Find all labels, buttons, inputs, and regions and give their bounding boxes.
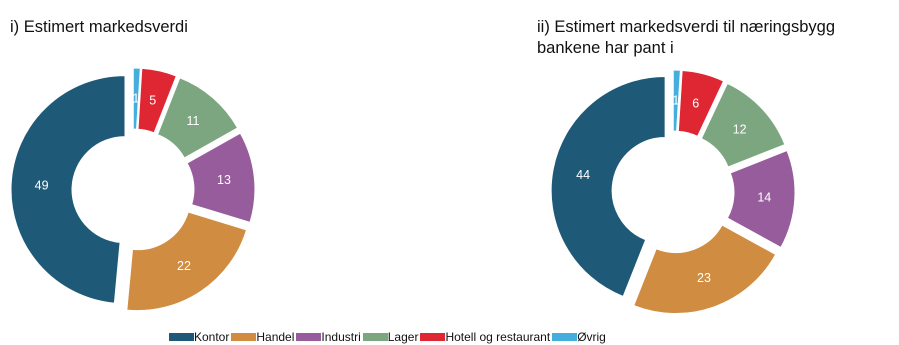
legend-item-handel: Handel xyxy=(231,330,294,344)
legend-label-industri: Industri xyxy=(321,330,361,344)
legend-label-handel: Handel xyxy=(256,330,295,344)
slice-handel xyxy=(126,211,248,312)
chart-title-naeringsbygg-pant: ii) Estimert markedsverdi til næringsbyg… xyxy=(537,18,836,57)
legend-label-kontor: Kontor xyxy=(194,330,230,344)
legend-item-lager: Lager xyxy=(362,330,419,344)
legend-item-kontor: Kontor xyxy=(169,330,229,344)
slice-label-handel: 22 xyxy=(177,259,191,273)
slice-ovrig xyxy=(672,69,681,132)
chart-title-estimert-markedsverdi: i) Estimert markedsverdi xyxy=(10,18,188,36)
legend-label-hotell-og-restaurant: Hotell og restaurant xyxy=(445,330,551,344)
slice-industri xyxy=(726,149,796,249)
slice-hotell-og-restaurant xyxy=(137,67,177,134)
legend-label-lager: Lager xyxy=(387,330,419,344)
legend-swatch-handel xyxy=(231,333,257,341)
slice-kontor xyxy=(550,76,666,298)
legend-item-industri: Industri xyxy=(296,330,361,344)
slice-lager xyxy=(156,77,239,159)
legend-label-ovrig: Øvrig xyxy=(577,330,606,344)
slice-hotell-og-restaurant xyxy=(677,69,725,137)
slice-kontor xyxy=(10,75,126,304)
slice-ovrig xyxy=(132,67,141,130)
slice-label-handel: 23 xyxy=(697,271,711,285)
slice-label-lager: 11 xyxy=(187,114,200,128)
legend-swatch-kontor xyxy=(169,333,194,341)
slice-label-industri: 13 xyxy=(217,173,231,187)
legend-swatch-hotell-og-restaurant xyxy=(420,333,446,341)
slice-label-lager: 12 xyxy=(733,122,747,136)
slice-label-hotell-og-restaurant: 5 xyxy=(149,94,156,108)
slice-label-hotell-og-restaurant: 6 xyxy=(692,96,699,110)
slice-lager xyxy=(700,82,786,168)
legend-item-hotell-og-restaurant: Hotell og restaurant xyxy=(420,330,550,344)
legend: Kontor Handel Industri Lager Hotell og r… xyxy=(169,329,608,345)
slice-handel xyxy=(633,224,777,315)
slice-label-kontor: 44 xyxy=(576,168,590,182)
slice-label-ovrig: 1 xyxy=(672,94,679,108)
legend-swatch-ovrig xyxy=(552,333,578,341)
legend-swatch-industri xyxy=(296,333,322,341)
slice-label-kontor: 49 xyxy=(35,179,49,193)
legend-item-ovrig: Øvrig xyxy=(552,330,606,344)
legend-swatch-lager xyxy=(362,333,388,341)
slice-label-industri: 14 xyxy=(757,191,771,205)
slice-label-ovrig: 1 xyxy=(132,92,139,106)
slice-industri xyxy=(186,132,256,223)
